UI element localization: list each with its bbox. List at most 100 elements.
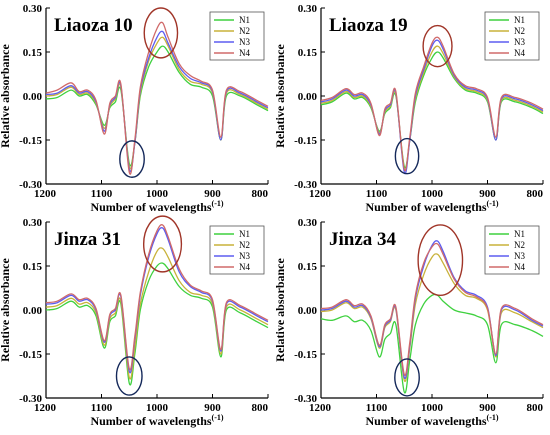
- trough-highlight-circle: [394, 358, 420, 397]
- series-line-n2: [320, 253, 544, 383]
- legend-label: N3: [239, 251, 250, 261]
- x-tick-label: 1100: [91, 188, 113, 200]
- y-tick-label: -0.15: [294, 349, 317, 361]
- y-axis-title: Relative absorbance: [273, 258, 287, 362]
- panel-title: Liaoza 10: [54, 15, 133, 36]
- legend-label: N2: [514, 240, 525, 250]
- x-tick-label: 800: [527, 402, 544, 414]
- x-axis-title-text: Number of wavelengths: [365, 200, 486, 214]
- legend-label: N2: [239, 26, 250, 36]
- y-axis-title: Relative absorbance: [273, 44, 287, 148]
- y-tick-label: 0.00: [23, 305, 43, 317]
- legend-label: N4: [514, 262, 525, 272]
- legend-label: N3: [514, 251, 525, 261]
- peak-highlight-circle: [142, 215, 183, 273]
- x-axis-title-text: Number of wavelengths: [90, 414, 211, 428]
- x-tick-label: 1200: [34, 188, 57, 200]
- legend-label: N4: [514, 48, 525, 58]
- y-tick-label: -0.15: [19, 349, 42, 361]
- legend-label: N3: [239, 37, 250, 47]
- y-tick-label: 0.00: [298, 305, 318, 317]
- legend-label: N4: [239, 48, 250, 58]
- series-line-n1: [45, 45, 269, 167]
- panel-title: Jinza 34: [329, 229, 397, 250]
- x-axis-title-superscript: (-1): [212, 199, 224, 208]
- trough-highlight-circle: [115, 356, 143, 396]
- y-axis-title: Relative absorbance: [0, 258, 12, 362]
- y-tick-label: 0.15: [298, 261, 318, 273]
- legend-label: N4: [239, 262, 250, 272]
- trough-highlight-circle: [119, 140, 145, 178]
- x-tick-label: 1200: [309, 188, 332, 200]
- y-tick-label: -0.30: [294, 179, 317, 191]
- series-line-n4: [45, 21, 269, 175]
- x-tick-label: 1100: [91, 402, 113, 414]
- x-tick-label: 900: [479, 188, 496, 200]
- legend-label: N1: [514, 15, 525, 25]
- x-axis-title: Number of wavelengths(-1): [365, 199, 498, 214]
- series-line-n1: [320, 51, 544, 169]
- x-tick-label: 1200: [309, 402, 332, 414]
- x-tick-label: 1000: [421, 188, 444, 200]
- y-tick-label: 0.30: [298, 3, 318, 15]
- x-tick-label: 900: [204, 188, 221, 200]
- x-axis-title: Number of wavelengths(-1): [365, 413, 498, 428]
- panel-title: Jinza 31: [54, 229, 121, 250]
- x-tick-label: 800: [252, 402, 269, 414]
- y-tick-label: 0.30: [298, 217, 318, 229]
- y-tick-label: -0.30: [19, 179, 42, 191]
- legend-label: N2: [239, 240, 250, 250]
- series-line-n1: [45, 262, 269, 386]
- y-tick-label: 0.15: [23, 261, 43, 273]
- x-axis-title-superscript: (-1): [487, 413, 499, 422]
- series-line-n4: [320, 36, 544, 172]
- legend-label: N1: [239, 229, 250, 239]
- x-axis-title-superscript: (-1): [212, 413, 224, 422]
- series-line-n3: [45, 30, 269, 173]
- series-line-n2: [45, 247, 269, 380]
- legend-label: N3: [514, 37, 525, 47]
- y-tick-label: 0.15: [23, 47, 43, 59]
- y-tick-label: -0.30: [294, 393, 317, 405]
- legend-label: N1: [239, 15, 250, 25]
- x-tick-label: 1200: [34, 402, 57, 414]
- x-axis-title: Number of wavelengths(-1): [90, 199, 223, 214]
- y-tick-label: 0.15: [298, 47, 318, 59]
- series-line-n1: [320, 293, 544, 394]
- trough-highlight-circle: [394, 137, 420, 175]
- x-tick-label: 1100: [366, 188, 388, 200]
- y-tick-label: -0.30: [19, 393, 42, 405]
- y-tick-label: -0.15: [19, 135, 42, 147]
- panel-title: Liaoza 19: [329, 15, 408, 36]
- x-axis-title-superscript: (-1): [487, 199, 499, 208]
- series-line-n3: [320, 240, 544, 380]
- x-tick-label: 1000: [146, 402, 169, 414]
- y-tick-label: 0.30: [23, 3, 43, 15]
- series-line-n3: [320, 39, 544, 175]
- peak-highlight-circle: [417, 224, 464, 297]
- y-tick-label: -0.15: [294, 135, 317, 147]
- x-axis-title-text: Number of wavelengths: [90, 200, 211, 214]
- series-line-n4: [320, 242, 544, 377]
- x-axis-title: Number of wavelengths(-1): [90, 413, 223, 428]
- legend-box: [484, 225, 540, 275]
- x-tick-label: 800: [527, 188, 544, 200]
- x-tick-label: 900: [479, 402, 496, 414]
- peak-highlight-circle: [143, 7, 179, 59]
- x-tick-label: 1100: [366, 402, 388, 414]
- x-tick-label: 1000: [146, 188, 169, 200]
- legend-label: N2: [514, 26, 525, 36]
- peak-highlight-circle: [422, 24, 453, 68]
- x-tick-label: 800: [252, 188, 269, 200]
- x-tick-label: 1000: [421, 402, 444, 414]
- y-tick-label: 0.00: [23, 91, 43, 103]
